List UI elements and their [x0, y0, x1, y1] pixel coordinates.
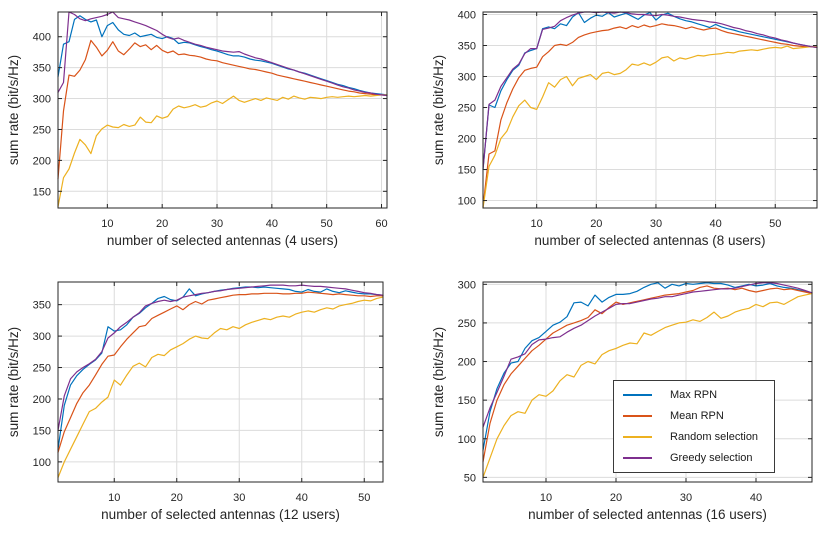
y-tick-label: 250 [458, 318, 476, 330]
legend-label: Random selection [670, 431, 759, 444]
x-tick-label: 20 [171, 492, 183, 504]
y-tick-label: 300 [33, 331, 51, 343]
x-tick-label: 10 [101, 218, 113, 230]
series-line-mean-rpn [57, 39, 388, 180]
x-axis-label: number of selected antennas (12 users) [101, 507, 340, 522]
x-tick-label: 40 [709, 218, 721, 230]
series-line-greedy-selection [57, 284, 384, 431]
x-tick-label: 20 [156, 218, 168, 230]
y-tick-label: 150 [33, 425, 51, 437]
y-tick-label: 100 [458, 196, 476, 208]
x-tick-label: 10 [540, 492, 552, 504]
plot-frame [482, 281, 813, 483]
series-line-random-selection [57, 94, 388, 208]
legend-item-mean-rpn: Mean RPN [619, 406, 774, 426]
y-tick-label: 300 [33, 94, 51, 106]
series-line-mean-rpn [57, 291, 384, 453]
x-tick-label: 50 [321, 218, 333, 230]
y-tick-label: 400 [458, 9, 476, 21]
x-tick-label: 20 [590, 218, 602, 230]
x-tick-label: 40 [296, 492, 308, 504]
x-tick-label: 40 [266, 218, 278, 230]
series-line-random-selection [57, 296, 384, 479]
plot-frame [57, 281, 384, 483]
x-axis-label: number of selected antennas (4 users) [107, 233, 338, 248]
plot-frame [482, 11, 818, 209]
line-swatch-mean-rpn [623, 414, 652, 417]
y-tick-label: 250 [33, 363, 51, 375]
legend-item-random-selection: Random selection [619, 427, 774, 447]
y-tick-label: 300 [458, 279, 476, 291]
y-tick-label: 350 [458, 40, 476, 52]
y-tick-label: 150 [33, 186, 51, 198]
subplot-2: 10 20 30 40 50 100 150 200 250 300 350 400 number of… [431, 9, 818, 248]
y-tick-label: 200 [458, 134, 476, 146]
legend: Max RPN Mean RPN Random selection Greedy… [613, 380, 775, 473]
legend-label: Greedy selection [670, 452, 753, 465]
y-tick-label: 350 [33, 63, 51, 75]
y-tick-label: 50 [464, 472, 476, 484]
x-axis-label: number of selected antennas (8 users) [534, 233, 765, 248]
x-tick-label: 50 [769, 218, 781, 230]
series-line-random-selection [482, 45, 818, 209]
y-axis-label: sum rate (bit/s/Hz) [6, 327, 21, 437]
y-tick-label: 200 [33, 394, 51, 406]
y-tick-label: 200 [33, 155, 51, 167]
y-axis-label: sum rate (bit/s/Hz) [431, 55, 446, 165]
series-line-greedy-selection [482, 11, 818, 171]
line-swatch-random-selection [623, 436, 652, 439]
series-line-greedy-selection [482, 282, 813, 428]
y-tick-label: 250 [33, 124, 51, 136]
legend-label: Mean RPN [670, 409, 724, 422]
y-tick-label: 200 [458, 357, 476, 369]
x-tick-label: 10 [531, 218, 543, 230]
line-swatch-greedy-selection [623, 457, 652, 460]
series-line-max-rpn [482, 282, 813, 451]
x-tick-label: 30 [680, 492, 692, 504]
plot-frame [57, 11, 388, 209]
legend-item-greedy-selection: Greedy selection [619, 448, 774, 468]
series-line-mean-rpn [482, 285, 813, 463]
series-line-random-selection [482, 293, 813, 478]
x-tick-label: 30 [233, 492, 245, 504]
x-tick-label: 40 [750, 492, 762, 504]
x-tick-label: 30 [211, 218, 223, 230]
legend-label: Max RPN [670, 388, 718, 401]
y-axis-label: sum rate (bit/s/Hz) [431, 327, 446, 437]
y-tick-label: 100 [33, 457, 51, 469]
series-line-max-rpn [57, 286, 384, 450]
x-tick-label: 50 [358, 492, 370, 504]
y-axis-label: sum rate (bit/s/Hz) [6, 55, 21, 165]
series-line-mean-rpn [482, 23, 818, 208]
y-tick-label: 100 [458, 434, 476, 446]
line-swatch-max-rpn [623, 393, 652, 396]
subplot-3: 10 20 30 40 50 100 150 200 250 300 350 number of se… [6, 281, 384, 522]
legend-item-max-rpn: Max RPN [619, 385, 774, 405]
x-tick-label: 20 [610, 492, 622, 504]
y-tick-label: 400 [33, 32, 51, 44]
y-tick-label: 150 [458, 395, 476, 407]
x-tick-label: 10 [108, 492, 120, 504]
x-tick-label: 60 [375, 218, 387, 230]
y-tick-label: 300 [458, 72, 476, 84]
subplot-1: 10 20 30 40 50 60 150 200 250 300 350 400 number of … [6, 11, 388, 248]
y-tick-label: 250 [458, 103, 476, 115]
y-tick-label: 350 [33, 300, 51, 312]
y-tick-label: 150 [458, 165, 476, 177]
x-tick-label: 30 [650, 218, 662, 230]
x-axis-label: number of selected antennas (16 users) [528, 507, 767, 522]
